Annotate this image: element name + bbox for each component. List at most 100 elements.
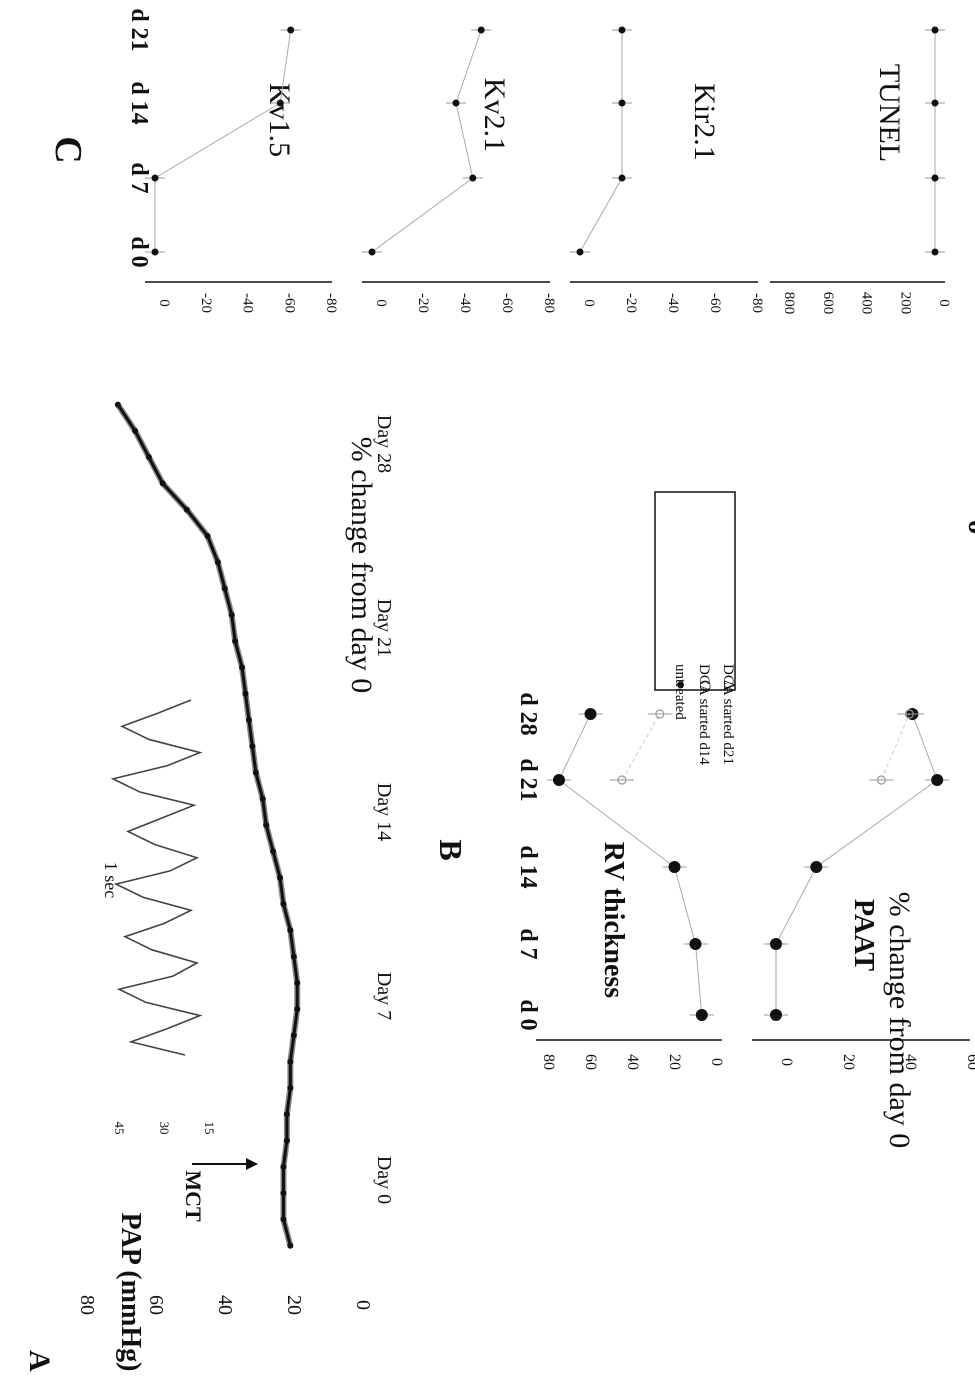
subplot-tick-label: -80 <box>541 293 557 313</box>
category-label: d 21 <box>515 758 541 801</box>
data-point <box>183 506 190 513</box>
data-point <box>232 638 239 645</box>
y-axis-label: % change from day 0 <box>883 892 916 1149</box>
subplot-data-point <box>931 248 939 256</box>
subplot-series-line <box>579 30 623 253</box>
y-tick-label: 0 <box>352 1300 374 1310</box>
y-tick-label: 40 <box>214 1295 236 1315</box>
subplot-series-line <box>371 29 482 253</box>
x-tick-label: Day 14 <box>373 783 395 841</box>
data-point <box>214 559 221 566</box>
subplot-data-point <box>618 174 626 182</box>
rv-series-line <box>558 713 703 1016</box>
subplot-tick-label: 800 <box>781 292 797 315</box>
data-point <box>290 953 297 960</box>
paat-data-point <box>770 938 782 950</box>
rv-data-point <box>695 1009 708 1021</box>
subplot-data-point <box>618 99 626 107</box>
paat-data-point <box>810 861 823 873</box>
subplot-data-point <box>287 26 295 34</box>
subplot-tick-label: -60 <box>707 293 723 313</box>
subplot-data-point <box>276 99 284 107</box>
paat-tick-label: 20 <box>840 1054 857 1070</box>
subplot-tick-label: -40 <box>457 293 473 313</box>
data-point <box>145 454 152 461</box>
paat-data-point <box>770 1009 782 1021</box>
rv-data-point <box>689 938 702 950</box>
rv-tick-label: 60 <box>582 1054 599 1070</box>
paat-series-line <box>880 713 910 781</box>
subplot-series-line <box>154 29 292 252</box>
data-point <box>242 690 249 697</box>
x-tick-label: Day 21 <box>373 599 395 657</box>
subplot-tick-label: 0 <box>936 299 952 307</box>
subplot-title: Kv1.5 <box>263 83 296 157</box>
stray-mark: o <box>962 520 975 534</box>
rv-data-point <box>668 861 681 873</box>
data-point <box>280 1190 287 1197</box>
data-point <box>283 1137 290 1144</box>
panel-c-label: C <box>47 136 89 163</box>
y-tick-label: 60 <box>145 1295 167 1315</box>
data-point <box>283 1111 290 1118</box>
paat-tick-label: 60 <box>964 1054 975 1070</box>
paat-data-point-open <box>904 709 914 719</box>
rv-subplot-title: RV thickness <box>598 842 629 999</box>
legend-box <box>654 491 736 691</box>
x-tick-label: Day 28 <box>373 415 395 473</box>
subplot-tick-label: -60 <box>499 293 515 313</box>
rv-tick-label: 0 <box>708 1058 725 1066</box>
subplot-tick-label: -20 <box>623 293 639 313</box>
inset-tick-label: 45 <box>112 1122 127 1135</box>
data-point <box>277 874 283 881</box>
category-label: d 21 <box>126 8 152 51</box>
subplot-data-point <box>368 248 376 256</box>
legend-entry: DCA started d21 <box>720 664 736 765</box>
inset-tick-label: 15 <box>202 1122 217 1135</box>
rv-data-point <box>553 774 565 786</box>
panel-b-label: B <box>433 839 469 860</box>
subplot-tick-label: -20 <box>198 293 214 313</box>
subplot-data-point <box>469 174 477 182</box>
subplot-data-point <box>452 99 460 107</box>
legend-entry-symbol: O <box>696 680 713 692</box>
data-point <box>245 717 252 723</box>
rv-tick-label: 80 <box>540 1054 557 1070</box>
subplot-data-point <box>931 99 939 107</box>
data-point <box>287 1058 294 1065</box>
data-point <box>228 611 235 618</box>
data-point <box>259 795 266 802</box>
subplot-tick-label: 200 <box>897 292 913 315</box>
data-point <box>280 901 287 907</box>
data-point <box>114 401 121 408</box>
rv-tick-label: 40 <box>624 1054 641 1070</box>
paat-data-point <box>931 774 944 786</box>
rv-tick-label: 20 <box>666 1054 683 1070</box>
data-point <box>280 1216 287 1223</box>
y-axis-label: PAP (mmHg) <box>115 1213 146 1372</box>
legend-entry: DCA started d14 <box>696 664 712 765</box>
panel-a: A PAP (mmHg) 0 20 40 60 80 Day 0 Day 7 Day 14 Day … <box>23 401 395 1372</box>
subplot-data-point <box>618 26 626 34</box>
data-point <box>252 769 259 776</box>
paat-tick-label: 40 <box>902 1054 919 1070</box>
subplot-tick-label: 400 <box>859 292 875 315</box>
data-point <box>287 927 294 934</box>
rv-data-point-open <box>655 709 665 719</box>
subplot-tick-label: 0 <box>156 299 172 307</box>
subplot-tick-label: -60 <box>281 293 297 313</box>
x-tick-label: Day 0 <box>373 1156 395 1204</box>
x-tick-label: Day 7 <box>373 972 395 1020</box>
subplot-data-point <box>576 248 584 256</box>
panel-a-label: A <box>23 1350 56 1372</box>
data-point <box>280 1163 287 1170</box>
subplot-title: Kv2.1 <box>478 78 511 152</box>
y-tick-label: 80 <box>76 1295 98 1315</box>
subplot-title: TUNEL <box>873 64 906 162</box>
paat-tick-label: 0 <box>778 1058 795 1066</box>
subplot-tick-label: 0 <box>581 299 597 307</box>
category-label: d 7 <box>515 928 541 959</box>
subplot-tick-label: -40 <box>665 293 681 313</box>
inset-waveform <box>110 699 203 1056</box>
